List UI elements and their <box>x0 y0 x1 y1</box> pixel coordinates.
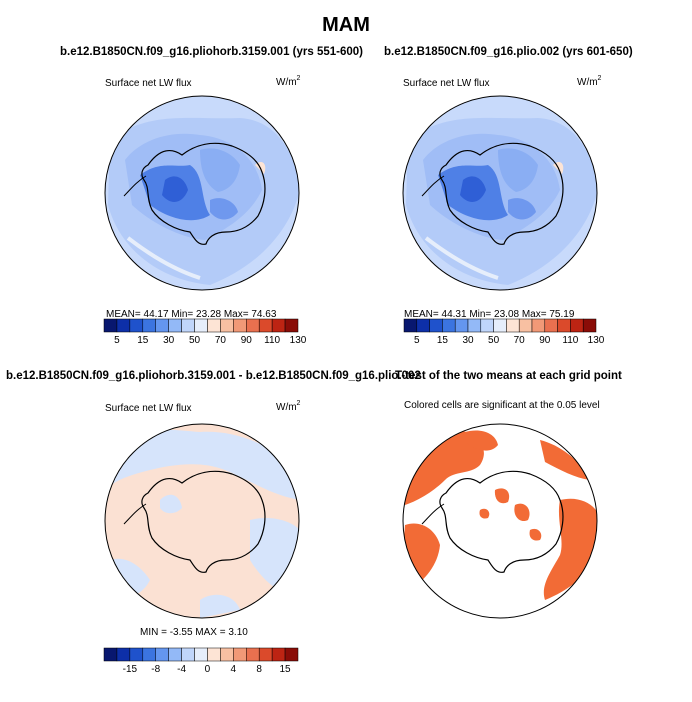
colorbar-swatch <box>207 647 221 662</box>
colorbar-swatch <box>284 318 299 333</box>
colorbar-tick-label: 130 <box>290 335 307 346</box>
panel-3-title: b.e12.B1850CN.f09_g16.pliohorb.3159.001 … <box>6 370 421 382</box>
colorbar-swatch <box>142 318 156 333</box>
panel-1-stats: MEAN= 44.17 Min= 23.28 Max= 74.63 <box>106 309 277 320</box>
panel-3-variable-label: Surface net LW flux <box>105 403 192 414</box>
colorbar-swatch <box>129 647 144 662</box>
panel-2-colorbar: 5 15 30 50 70 90 110 130 <box>403 318 605 346</box>
colorbar-tick-label: 15 <box>437 335 449 346</box>
colorbar-tick-label: 70 <box>514 335 526 346</box>
colorbar-swatch <box>246 647 260 662</box>
panel-1-colorbar: 5 15 30 50 70 90 110 130 <box>103 318 307 346</box>
colorbar-swatch <box>570 318 584 333</box>
panel-1-variable-label: Surface net LW flux <box>105 78 192 89</box>
colorbar-swatch <box>493 318 507 333</box>
colorbar-swatch <box>181 647 195 662</box>
colorbar-tick-label: 5 <box>414 335 420 346</box>
colorbar-swatch <box>271 647 286 662</box>
panel-1-title: b.e12.B1850CN.f09_g16.pliohorb.3159.001 … <box>60 46 363 58</box>
colorbar-tick-label: 110 <box>264 335 280 346</box>
colorbar-tick-label: 110 <box>562 335 578 346</box>
panel-3-units: W/m2 <box>276 400 301 413</box>
colorbar-tick-label: 50 <box>189 335 201 346</box>
colorbar-swatch <box>181 318 195 333</box>
colorbar-swatch <box>518 318 533 333</box>
colorbar-tick-label: -8 <box>151 664 160 675</box>
colorbar-swatch <box>442 318 456 333</box>
colorbar-swatch <box>168 318 182 333</box>
panel-3-stats: MIN = -3.55 MAX = 3.10 <box>140 627 248 638</box>
colorbar-swatch <box>155 318 169 333</box>
colorbar-swatch <box>194 318 208 333</box>
colorbar-swatch <box>220 647 234 662</box>
colorbar-swatch <box>258 318 273 333</box>
colorbar-swatch <box>116 647 131 662</box>
colorbar-swatch <box>207 318 221 333</box>
panel-2-variable-label: Surface net LW flux <box>403 78 490 89</box>
colorbar-swatch <box>416 318 430 333</box>
panel-4-subtitle: Colored cells are significant at the 0.0… <box>404 400 600 411</box>
colorbar-tick-label: 30 <box>163 335 175 346</box>
colorbar-swatch <box>220 318 234 333</box>
panel-4-title: T-test of the two means at each grid poi… <box>395 370 622 382</box>
panel-3-map-border <box>104 423 300 619</box>
colorbar-swatch <box>103 647 118 662</box>
colorbar-tick-label: 15 <box>280 664 292 675</box>
colorbar-tick-label: 70 <box>215 335 227 346</box>
colorbar-swatch <box>467 318 482 333</box>
colorbar-tick-label: 4 <box>231 664 237 675</box>
panel-1-units: W/m2 <box>276 75 301 88</box>
colorbar-swatch <box>233 318 247 333</box>
colorbar-tick-label: 15 <box>137 335 149 346</box>
colorbar-swatch <box>531 318 546 333</box>
colorbar-swatch <box>429 318 443 333</box>
colorbar-swatch <box>258 647 273 662</box>
colorbar-swatch <box>557 318 571 333</box>
colorbar-tick-label: -15 <box>123 664 138 675</box>
colorbar-swatch <box>582 318 597 333</box>
colorbar-swatch <box>284 647 299 662</box>
panel-2-units: W/m2 <box>577 75 602 88</box>
colorbar-tick-label: -4 <box>177 664 186 675</box>
colorbar-swatch <box>480 318 494 333</box>
colorbar-swatch <box>544 318 558 333</box>
colorbar-swatch <box>403 318 418 333</box>
panel-2-map <box>403 96 597 290</box>
colorbar-tick-label: 90 <box>539 335 551 346</box>
colorbar-tick-label: 50 <box>488 335 500 346</box>
colorbar-swatch <box>129 318 144 333</box>
colorbar-swatch <box>233 647 247 662</box>
panel-3-map <box>105 424 299 618</box>
colorbar-tick-label: 5 <box>114 335 120 346</box>
panel-4-map <box>403 424 597 618</box>
colorbar-swatch <box>168 647 182 662</box>
colorbar-tick-label: 8 <box>256 664 262 675</box>
panel-3-colorbar: -15 -8 -4 0 4 8 15 <box>103 647 299 675</box>
colorbar-swatch <box>194 647 208 662</box>
panel-1-map-border <box>104 95 300 291</box>
colorbar-swatch <box>142 647 156 662</box>
colorbar-swatch <box>271 318 286 333</box>
colorbar-tick-label: 90 <box>241 335 253 346</box>
panel-1-map <box>105 96 299 290</box>
colorbar-swatch <box>454 318 469 333</box>
colorbar-tick-label: 130 <box>588 335 605 346</box>
colorbar-swatch <box>116 318 131 333</box>
page-title: MAM <box>322 14 370 36</box>
colorbar-tick-label: 30 <box>462 335 474 346</box>
colorbar-swatch <box>246 318 260 333</box>
colorbar-swatch <box>155 647 169 662</box>
panel-4-map-border <box>402 423 598 619</box>
panel-2-map-border <box>402 95 598 291</box>
panel-2-title: b.e12.B1850CN.f09_g16.plio.002 (yrs 601-… <box>384 46 633 58</box>
colorbar-swatch <box>103 318 118 333</box>
colorbar-swatch <box>506 318 520 333</box>
colorbar-tick-label: 0 <box>205 664 211 675</box>
panel-2-stats: MEAN= 44.31 Min= 23.08 Max= 75.19 <box>404 309 575 320</box>
